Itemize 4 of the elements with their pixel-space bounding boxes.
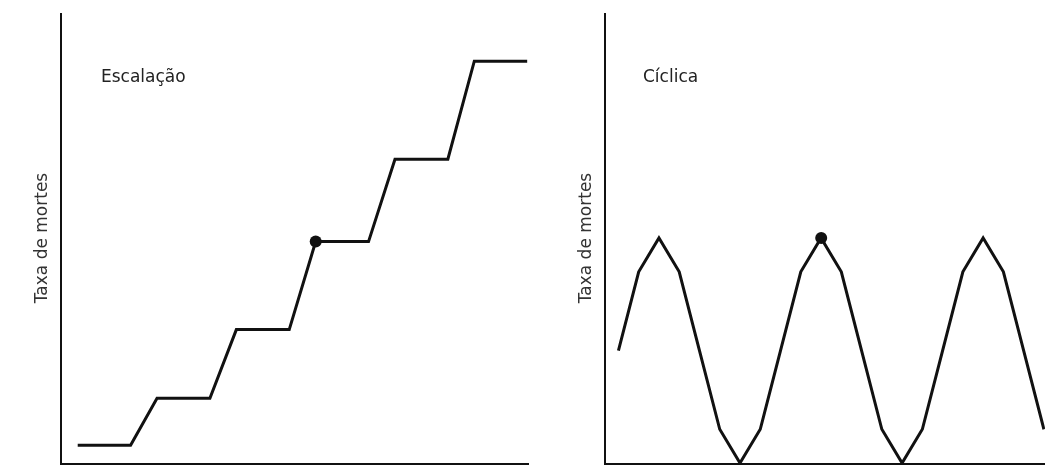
chart-title: Escalação bbox=[101, 66, 186, 86]
y-axis-title: Taxa de mortes bbox=[575, 172, 596, 305]
y-axis-title: Taxa de mortes bbox=[30, 172, 51, 305]
chart-title: Cíclica bbox=[643, 66, 699, 86]
